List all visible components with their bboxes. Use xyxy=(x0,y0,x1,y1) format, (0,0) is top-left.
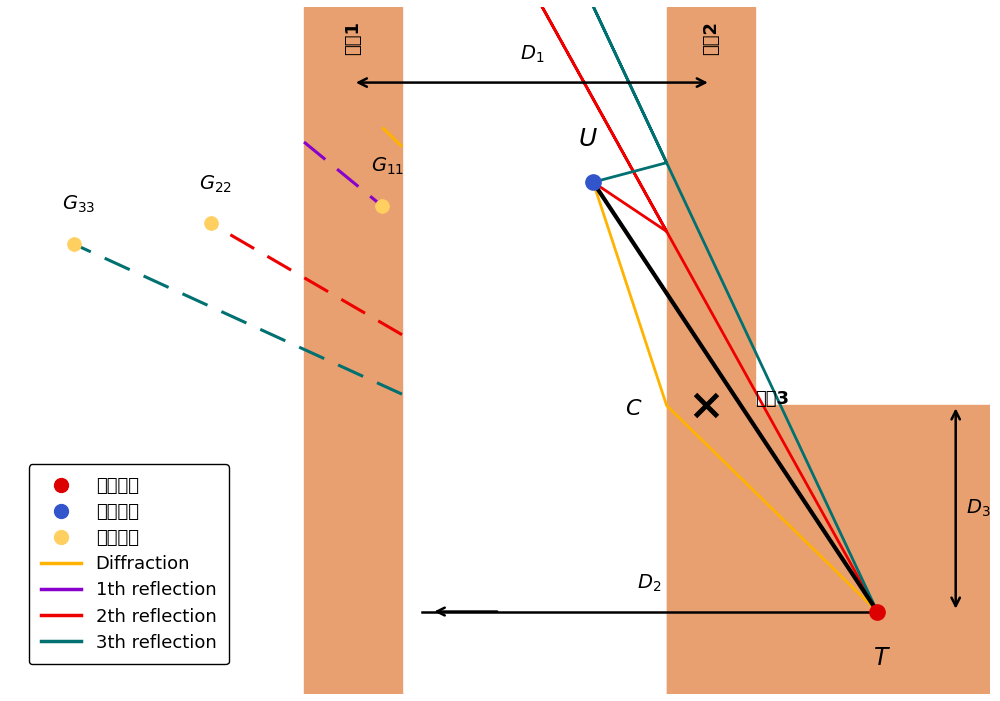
Text: $U$: $U$ xyxy=(578,128,598,151)
Text: 墻面2: 墻面2 xyxy=(702,21,720,55)
Text: 墻面1: 墻面1 xyxy=(344,21,362,55)
Text: $C$: $C$ xyxy=(625,399,642,419)
Text: $G_{22}$: $G_{22}$ xyxy=(199,173,232,195)
Bar xyxy=(304,7,402,694)
Text: $D_1$: $D_1$ xyxy=(520,44,544,65)
Text: $G_{11}$: $G_{11}$ xyxy=(371,156,404,177)
Bar xyxy=(667,7,755,694)
Legend: 雷达位置, 目标位置, 鬼影位置, Diffraction, 1th reflection, 2th reflection, 3th reflection: 雷达位置, 目标位置, 鬼影位置, Diffraction, 1th refle… xyxy=(29,464,229,665)
Text: 墻面3: 墻面3 xyxy=(755,390,789,407)
Text: $D_3$: $D_3$ xyxy=(966,498,990,519)
Bar xyxy=(667,405,990,694)
Text: $D_2$: $D_2$ xyxy=(637,573,662,594)
Text: $T$: $T$ xyxy=(873,646,891,670)
Text: $G_{33}$: $G_{33}$ xyxy=(62,194,95,215)
